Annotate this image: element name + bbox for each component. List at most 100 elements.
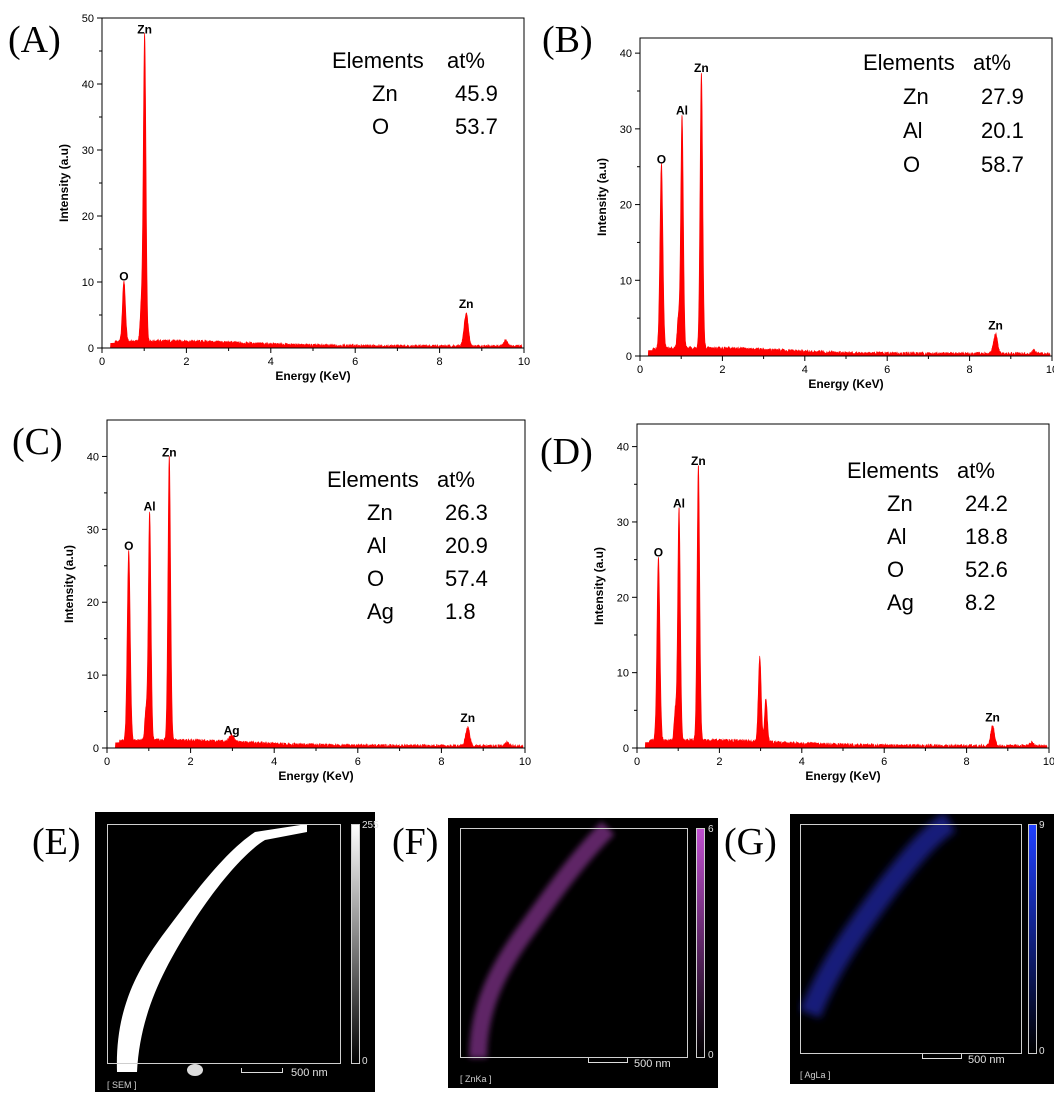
table-header-elements: Elements [327,467,419,492]
y-tick-label: 30 [620,124,632,136]
ag-colorbar-max: 9 [1039,820,1045,831]
peak-label-o: O [657,153,666,167]
peak-label-o: O [654,545,663,559]
sem-scale-bar [241,1068,283,1073]
table-element-name: O [903,152,920,177]
table-element-name: Ag [887,590,914,615]
eds-chart-c: 0 2 4 6 8 10 0 10 20 30 40 Energy (KeV) Intensity (a… [62,419,531,783]
table-element-value: 26.3 [445,500,488,525]
spectrum-series [643,465,1048,749]
table-element-value: 58.7 [981,152,1024,177]
sem-map-panel: 255 0 500 nm [ SEM ] [95,812,379,1092]
panel-label-g: (G) [724,821,777,863]
y-tick-label: 20 [617,592,629,604]
x-axis-label: Energy (KeV) [278,769,353,783]
table-header-at-percent: at% [437,467,475,492]
panel-label-d: (D) [540,431,593,473]
table-element-value: 52.6 [965,557,1008,582]
y-tick-label: 20 [620,200,632,212]
x-tick-label: 10 [518,356,530,368]
y-tick-label: 50 [82,13,94,25]
sem-colorbar-max: 255 [362,820,379,831]
panel-label-a: (A) [8,19,61,61]
sem-colorbar [351,824,360,1064]
panel-label-e: (E) [32,821,81,863]
sem-image-frame [107,824,341,1064]
zn-colorbar-min: 0 [708,1050,714,1061]
y-tick-label: 0 [623,743,629,755]
peak-label-zn: Zn [459,297,474,311]
x-tick-label: 0 [637,364,643,376]
zn-colorbar-max: 6 [708,824,714,835]
x-tick-label: 6 [355,756,361,768]
sem-map-label: [ SEM ] [107,1080,137,1090]
table-element-value: 18.8 [965,524,1008,549]
table-element-value: 8.2 [965,590,996,615]
x-tick-label: 6 [884,364,890,376]
x-tick-label: 10 [1043,756,1054,768]
ag-scale-label: 500 nm [968,1054,1005,1066]
x-axis-label: Energy (KeV) [808,377,883,391]
peak-label-zn: Zn [985,710,1000,724]
zn-map-panel: 6 0 500 nm [ ZnKa ] [448,818,718,1088]
y-tick-label: 10 [620,275,632,287]
x-tick-label: 8 [438,756,444,768]
peak-label-al: Al [673,496,685,510]
y-tick-label: 10 [82,277,94,289]
ag-scale-bar [922,1054,962,1059]
peak-label-al: Al [144,500,156,514]
table-element-value: 57.4 [445,566,488,591]
table-element-name: Zn [887,491,913,516]
sem-colorbar-min: 0 [362,1056,368,1067]
ag-map-frame [800,824,1022,1054]
x-tick-label: 10 [519,756,531,768]
eds-chart-d: 0 2 4 6 8 10 0 10 20 30 40 Energy (KeV) Intensity (a… [592,423,1054,783]
x-tick-label: 4 [268,356,274,368]
spectrum-series [108,32,523,349]
eds-chart-b: 0 2 4 6 8 10 0 10 20 30 40 Energy (KeV) Intensity (a… [595,37,1054,391]
y-tick-label: 30 [82,145,94,157]
table-element-name: Al [903,118,923,143]
y-axis-label: Intensity (a.u) [595,158,609,236]
ag-map-image [799,814,957,1019]
panel-label-b: (B) [542,19,593,61]
table-element-name: O [887,557,904,582]
ag-colorbar [1028,824,1037,1054]
x-tick-label: 4 [802,364,808,376]
ag-map-label: [ AgLa ] [800,1070,831,1080]
y-tick-label: 0 [93,743,99,755]
table-element-name: Zn [903,84,929,109]
y-axis-label: Intensity (a.u) [57,144,71,222]
table-element-name: Zn [367,500,393,525]
table-element-value: 1.8 [445,599,476,624]
x-tick-label: 2 [183,356,189,368]
zn-scale-bar [588,1058,628,1063]
panel-label-c: (C) [12,421,63,463]
peak-label-zn: Zn [137,22,152,36]
zn-colorbar [696,828,705,1058]
table-header-elements: Elements [847,458,939,483]
table-element-value: 20.9 [445,533,488,558]
x-tick-label: 4 [799,756,805,768]
table-element-value: 24.2 [965,491,1008,516]
x-tick-label: 10 [1046,364,1054,376]
peak-label-o: O [124,539,133,553]
table-header-elements: Elements [332,48,424,73]
peak-label-al: Al [676,103,688,117]
x-tick-label: 8 [964,756,970,768]
x-tick-label: 2 [716,756,722,768]
peak-label-ag: Ag [224,723,240,737]
y-tick-label: 0 [88,343,94,355]
y-axis-label: Intensity (a.u) [62,545,76,623]
table-element-name: Al [367,533,387,558]
peak-label-zn: Zn [694,61,709,75]
table-element-name: O [372,114,389,139]
x-tick-label: 8 [967,364,973,376]
eds-chart-a: 0 2 4 6 8 10 0 10 20 30 40 50 Energy (KeV) Intensity … [57,13,530,383]
x-tick-label: 4 [271,756,277,768]
x-tick-label: 6 [881,756,887,768]
table-element-value: 20.1 [981,118,1024,143]
table-element-value: 53.7 [455,114,498,139]
y-tick-label: 0 [626,351,632,363]
y-tick-label: 10 [87,670,99,682]
